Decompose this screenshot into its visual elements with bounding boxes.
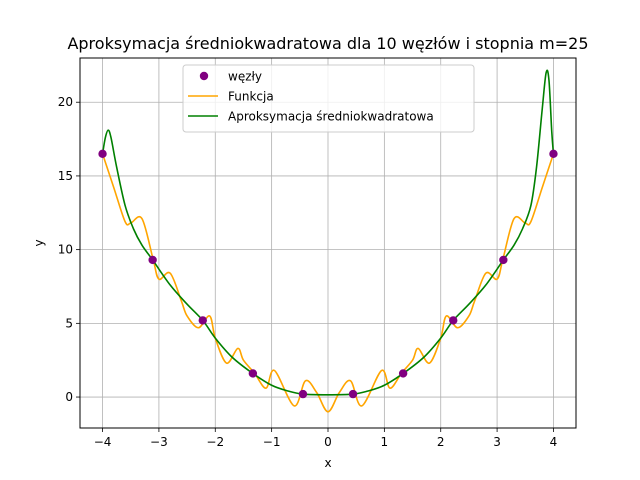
scatter-point-nodes [549,149,558,159]
y-axis-label: y [32,239,46,246]
chart-title: Aproksymacja średniokwadratowa dla 10 wę… [67,34,588,53]
scatter-point-nodes [348,389,358,399]
scatter-point-nodes [398,369,408,378]
legend-label-nodes: węzły [228,70,262,84]
series-line-function [101,153,555,413]
x-tick-label: 3 [493,435,501,449]
scatter-point-nodes [148,255,157,265]
legend-label-function: Funkcja [228,90,274,104]
y-tick-label: 10 [58,243,73,257]
series-line-approximation [101,69,555,396]
x-tick-label: −1 [263,435,281,449]
legend-label-approximation: Aproksymacja średniokwadratowa [228,110,434,124]
legend-box [182,64,475,133]
legend: węzły Funkcja Aproksymacja średniokwadrato… [182,64,475,133]
series-layer [98,69,558,413]
scatter-point-nodes [449,316,458,325]
y-tick-label: 0 [65,390,73,404]
x-tick-label: 4 [550,435,558,449]
scatter-point-nodes [198,316,207,325]
x-axis-label: x [324,456,331,470]
scatter-point-nodes [499,255,508,265]
y-tick-label: 20 [58,95,73,109]
scatter-point-nodes [248,369,258,378]
y-tick-label: 15 [58,169,73,183]
x-tick-label: 0 [324,435,332,449]
tick-layer: −4 −3 −2 −1 0 1 2 3 4 0 5 10 15 20 [58,95,558,449]
legend-marker-nodes [199,71,209,81]
x-tick-label: −2 [206,435,224,449]
x-tick-label: −4 [94,435,112,449]
x-tick-label: 1 [381,435,389,449]
x-tick-label: −3 [150,435,168,449]
x-tick-label: 2 [437,435,445,449]
scatter-point-nodes [298,389,308,399]
y-tick-label: 5 [65,316,73,330]
scatter-point-nodes [98,149,107,159]
